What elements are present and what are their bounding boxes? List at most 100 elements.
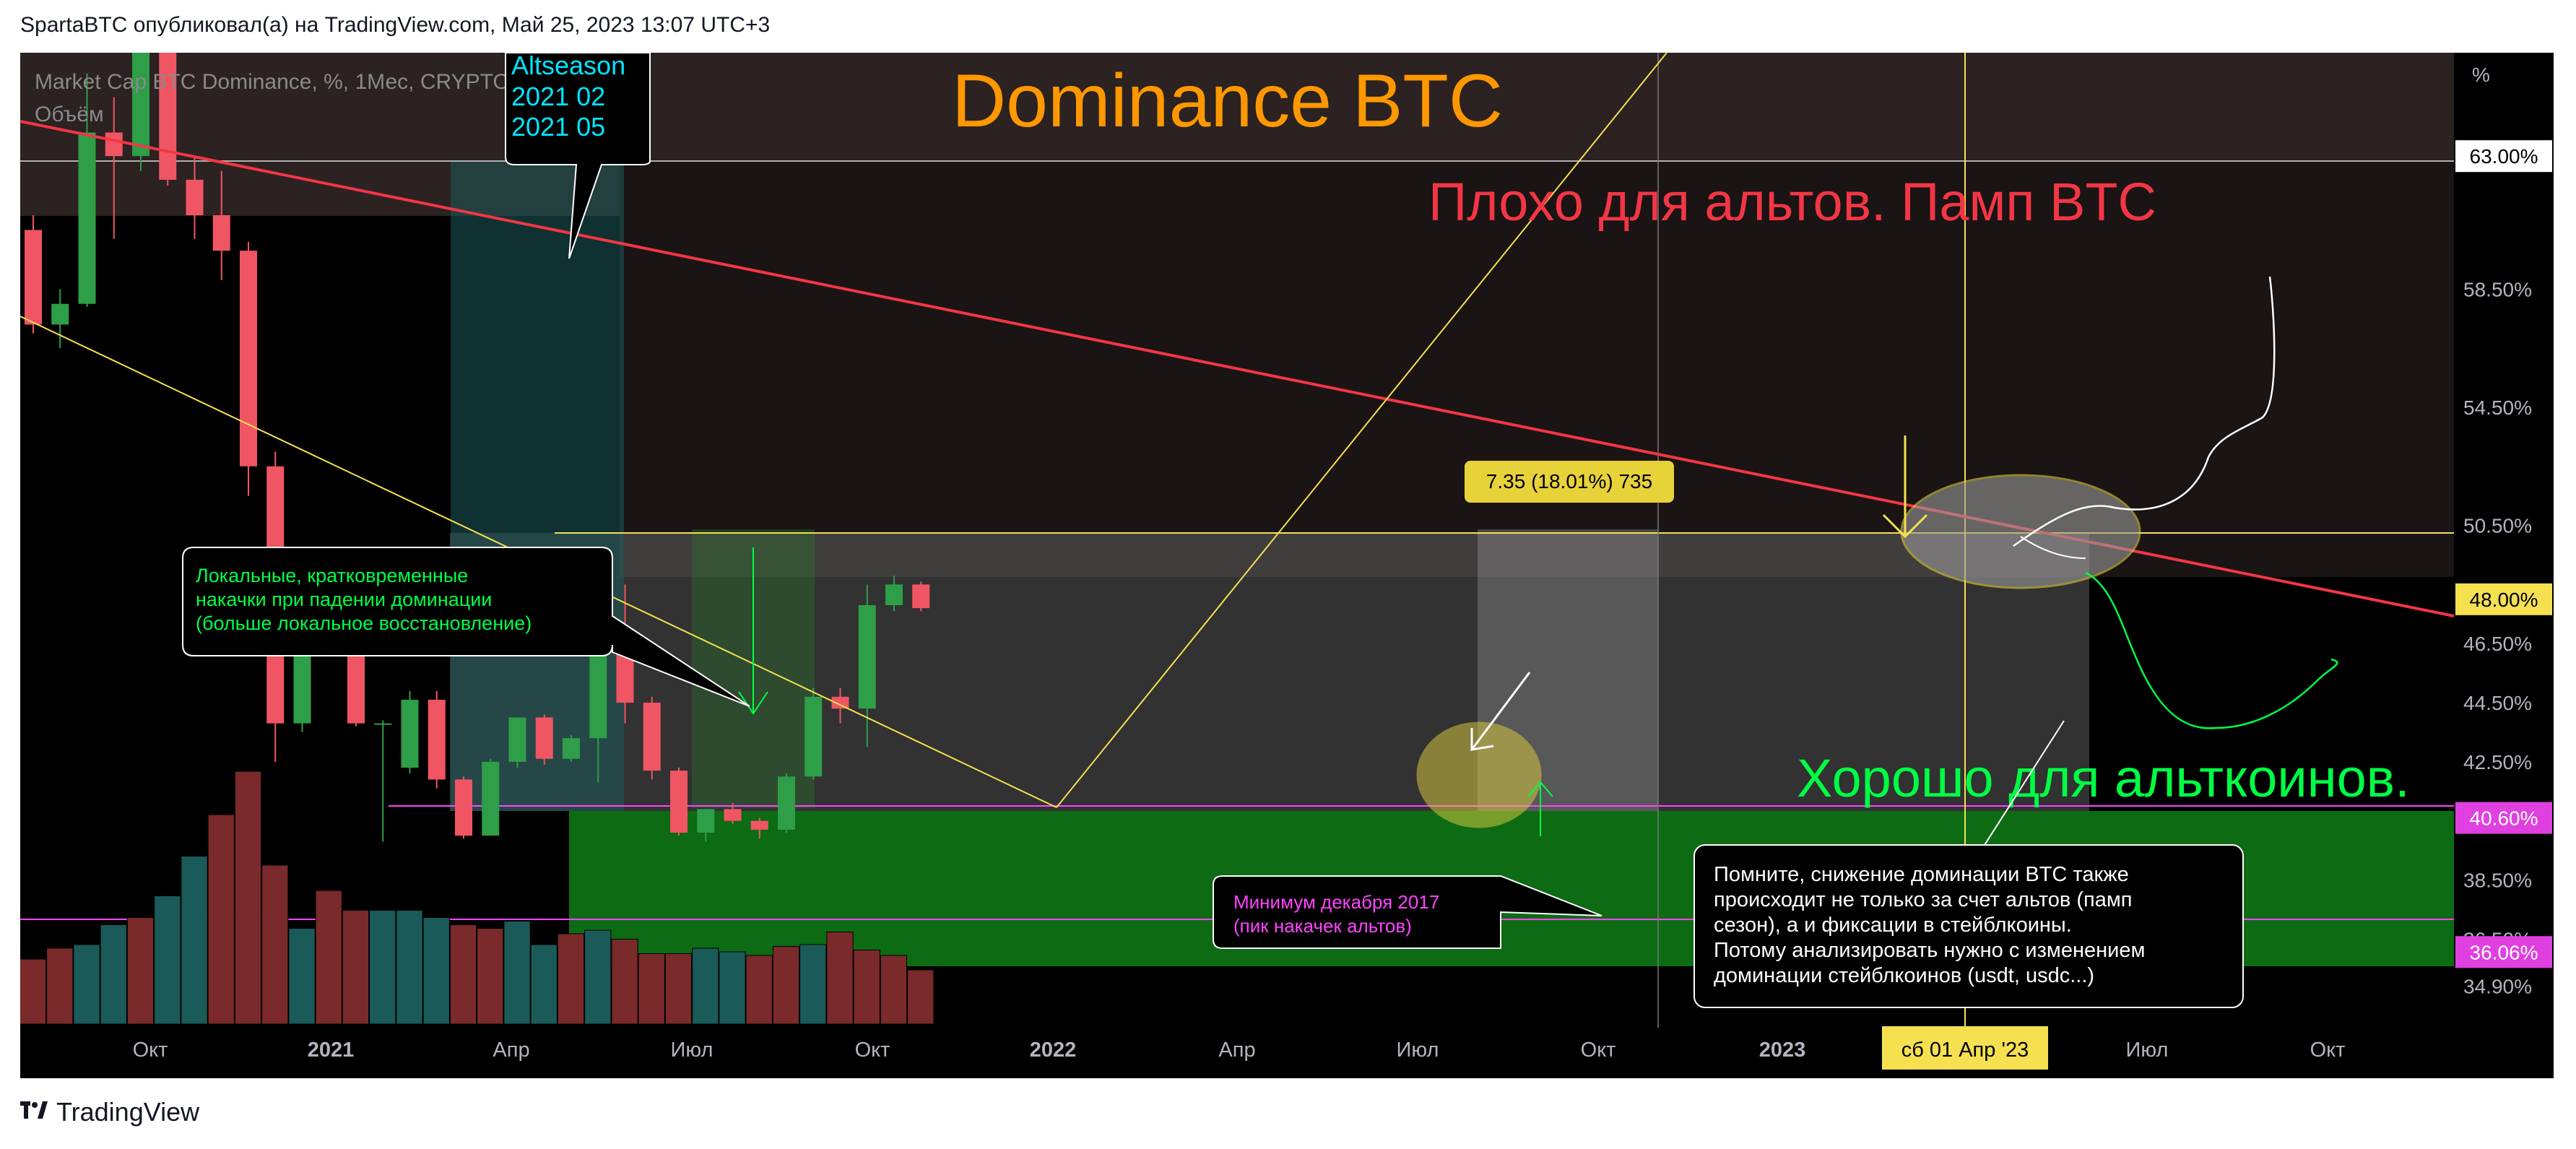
note-line-4: Потому анализировать нужно с изменением <box>1714 939 2145 962</box>
ellipse-local-low <box>1416 721 1542 828</box>
volume-bar-1 <box>46 948 74 1025</box>
price-badge-label: 40.60% <box>2470 807 2538 830</box>
volume-bar-6 <box>181 856 208 1025</box>
price-tick-label: 50.50% <box>2463 515 2532 537</box>
note-callout: Помните, снижение доминации BTC также пр… <box>1694 720 2244 1008</box>
candle-body-23 <box>643 703 661 771</box>
candle-body-28 <box>778 776 795 830</box>
candle-body-32 <box>885 584 903 605</box>
candle-body-20 <box>563 738 580 759</box>
volume-bar-13 <box>369 910 396 1025</box>
local-pumps-line-1: Локальные, кратковременные <box>196 565 468 586</box>
measure-text: 7.35 (18.01%) 735 <box>1486 470 1652 493</box>
volume-bar-17 <box>477 928 504 1025</box>
chart-svg[interactable]: Dominance BTC Плохо для альтов. Памп BTC… <box>20 53 2554 1078</box>
price-tick-label: 38.50% <box>2463 869 2532 891</box>
time-tick-label: Июл <box>671 1039 714 1062</box>
price-tick-label: 58.50% <box>2463 278 2532 300</box>
ellipse-current <box>1900 474 2141 589</box>
volume-bar-5 <box>154 896 181 1025</box>
volume-bar-27 <box>745 955 773 1025</box>
volume-bar-22 <box>611 939 638 1025</box>
volume-bar-24 <box>664 953 693 1025</box>
time-tick-label: 2022 <box>1030 1039 1077 1062</box>
price-axis-bg <box>2454 53 2554 1078</box>
price-badge-bg <box>2455 936 2552 968</box>
candle-body-30 <box>831 696 849 709</box>
candle-body-18 <box>508 717 526 762</box>
note-line-2: происходит не только за счет альтов (пам… <box>1714 888 2133 911</box>
candle-body-7 <box>212 215 230 251</box>
time-tick-label: Апр <box>1218 1039 1255 1062</box>
altseason-line-2: 2021 02 <box>511 82 605 111</box>
symbol-line: Market Cap BTC Dominance, %, 1Мес, CRYPT… <box>35 70 554 94</box>
sideways-range <box>450 533 2089 811</box>
tradingview-brand: TradingView <box>56 1097 200 1127</box>
time-axis-ticks: Окт 2021 Апр Июл Окт 2022 Апр Июл Окт 2023 Июл Окт <box>133 1039 2346 1062</box>
volume-bar-19 <box>530 944 558 1025</box>
volume-bar-9 <box>261 864 289 1025</box>
candle-body-4 <box>132 53 149 157</box>
footer: TradingView <box>20 1097 200 1127</box>
price-badge-bg <box>2455 583 2552 615</box>
price-tick-label: 44.50% <box>2463 692 2532 714</box>
min-2017-callout: Минимум декабря 2017 (пик накачек альтов… <box>1213 875 1603 949</box>
volume-bar-30 <box>826 932 854 1025</box>
volume-bar-28 <box>772 946 800 1025</box>
time-tick-label: Окт <box>2310 1039 2346 1062</box>
tradingview-logo-icon <box>20 1098 48 1127</box>
volume-bar-7 <box>207 814 235 1025</box>
local-pumps-line-2: накачки при падении доминации <box>196 589 492 610</box>
volume-bar-29 <box>799 944 827 1025</box>
price-badge-label: 63.00% <box>2470 145 2538 168</box>
candle-body-5 <box>159 53 177 180</box>
measure-label: 7.35 (18.01%) 735 <box>1465 461 1674 503</box>
min-2017-line-2: (пик накачек альтов) <box>1233 915 1412 937</box>
arrow-white <box>1470 672 1531 750</box>
candle-body-8 <box>240 251 257 467</box>
price-badges: 63.00% 48.00% 40.60% 36.06% <box>2455 140 2552 968</box>
chart-area[interactable]: Dominance BTC Плохо для альтов. Памп BTC… <box>20 53 2554 1078</box>
time-tick-label: Окт <box>133 1039 168 1062</box>
volume-bar-2 <box>73 944 100 1025</box>
candle-body-6 <box>186 179 204 215</box>
candle-body-31 <box>858 605 876 709</box>
bad-for-alts-label: Плохо для альтов. Памп BTC <box>1428 172 2156 232</box>
volume-bar-21 <box>584 929 612 1025</box>
candle-body-16 <box>455 779 472 836</box>
scenario-down-curve <box>2085 571 2338 729</box>
candle-body-14 <box>401 699 419 768</box>
volume-bar-25 <box>692 948 719 1025</box>
volume-bar-12 <box>342 910 370 1025</box>
publish-info: SpartaBTC опубликовал(а) на TradingView.… <box>20 13 771 37</box>
volume-bar-32 <box>880 955 908 1025</box>
arrow-down-green-head <box>738 691 768 715</box>
price-unit: % <box>2472 64 2490 86</box>
time-tick-label: Июл <box>1397 1039 1439 1062</box>
price-badge-bg <box>2455 802 2552 834</box>
min-2017-line-1: Минимум декабря 2017 <box>1233 891 1439 913</box>
volume-bar-16 <box>449 924 477 1025</box>
good-for-alts-label: Хорошо для альткоинов. <box>1797 748 2410 808</box>
volume-bar-10 <box>288 928 316 1025</box>
candle-body-1 <box>51 303 69 325</box>
volume-label: Объём <box>35 103 104 126</box>
candle-body-27 <box>750 820 768 830</box>
time-tick-label: Окт <box>1581 1039 1616 1062</box>
note-line-3: сезон), а и фиксации в стейблкоины. <box>1714 914 2072 937</box>
time-tick-label: Апр <box>493 1039 529 1062</box>
candle-body-17 <box>482 761 500 836</box>
volume-bar-33 <box>907 969 934 1025</box>
altseason-line-3: 2021 05 <box>511 112 605 142</box>
candle-body-19 <box>535 717 553 759</box>
time-tick-label: 2021 <box>308 1039 355 1062</box>
arrow-yellow-head <box>1882 513 1928 539</box>
price-tick-label: 42.50% <box>2463 751 2532 773</box>
resistance-zone <box>620 161 2454 577</box>
price-badge-label: 48.00% <box>2470 589 2538 611</box>
volume-bar-11 <box>315 890 342 1025</box>
note-line-1: Помните, снижение доминации BTC также <box>1714 863 2129 886</box>
altseason-line-1: Altseason <box>511 53 625 80</box>
candle-body-2 <box>78 132 96 304</box>
candle-body-0 <box>25 230 42 325</box>
